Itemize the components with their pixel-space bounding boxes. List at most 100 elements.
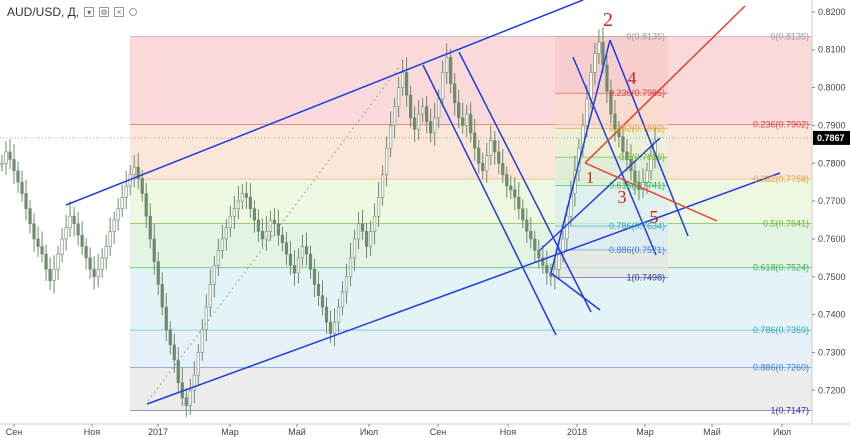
wave-rise-line: [550, 39, 611, 274]
candle-body: [248, 197, 252, 209]
falling-channel-left: [422, 64, 557, 336]
candle-body: [64, 227, 68, 240]
fib-left-zone: [130, 267, 812, 331]
chevron-down-icon[interactable]: ▾: [84, 7, 95, 17]
candle-body: [533, 238, 537, 251]
candle-body: [505, 174, 509, 187]
candle-body: [364, 231, 369, 247]
candle-body: [312, 268, 317, 285]
lower-channel-line: [146, 172, 781, 405]
fib-right-zone: [555, 36, 668, 94]
candle-body: [224, 227, 228, 240]
candle-body: [441, 72, 445, 100]
fib-left-level-label: 0.786(0.7359): [753, 325, 809, 335]
wave-label-1: 1: [586, 168, 595, 187]
candle-body: [88, 257, 92, 270]
candle-body: [360, 223, 365, 232]
candle-body: [28, 208, 32, 225]
candlestick-series: [0, 27, 657, 418]
candle-body: [212, 265, 216, 285]
candle-body: [352, 238, 357, 259]
fib-right-level-label: 0.236(0.7985): [609, 88, 665, 98]
time-tick-label: Мар: [221, 427, 239, 437]
candle-body: [4, 151, 8, 164]
candle-body: [216, 249, 220, 266]
candle-body: [344, 276, 349, 293]
candle-body: [152, 238, 156, 262]
candle-body: [72, 215, 76, 225]
dot-icon[interactable]: [129, 8, 138, 16]
candle-body: [300, 246, 305, 259]
candle-body: [388, 125, 393, 149]
gear-icon[interactable]: ⚙: [99, 7, 110, 17]
candle-body: [545, 265, 549, 274]
candle-body: [132, 166, 136, 175]
wave-label-4: 4: [628, 68, 637, 88]
candle-body: [589, 72, 593, 100]
candle-body: [8, 151, 12, 160]
time-tick-label: Мар: [636, 427, 654, 437]
time-tick-label: Июл: [360, 427, 378, 437]
candle-body: [529, 231, 533, 240]
candle-body: [20, 181, 24, 194]
candle-body: [220, 238, 224, 251]
candle-body: [348, 257, 353, 278]
falling-channel-right: [458, 51, 592, 313]
candle-body: [136, 166, 140, 179]
candle-body: [24, 193, 28, 209]
candle-body: [140, 178, 144, 194]
candle-body: [52, 268, 56, 281]
candle-body: [449, 57, 453, 85]
fib-left-zone: [130, 330, 812, 368]
chart-header: AUD/USD, Д, ▾ ⚙ ×: [4, 4, 141, 20]
candle-body: [124, 185, 128, 198]
candle-body: [425, 106, 429, 122]
price-tick-label: 0.7800: [818, 158, 846, 168]
candle-body: [401, 72, 405, 88]
trend-drawings[interactable]: [65, 0, 781, 405]
candle-body: [48, 268, 52, 281]
candle-body: [481, 162, 485, 172]
fib-right-zone: [555, 128, 668, 158]
fib-left-level-label: 0.886(0.7260): [753, 363, 809, 373]
wave-label-5: 5: [650, 207, 659, 227]
candle-body: [489, 140, 493, 156]
candle-body: [645, 170, 649, 183]
fib-right-zone: [555, 249, 668, 278]
candle-body: [593, 53, 597, 73]
candle-body: [68, 215, 72, 228]
current-price-badge: [813, 130, 850, 145]
candle-body: [641, 181, 645, 191]
fib-right-level-label: 0.5(0.7816): [619, 152, 665, 162]
candle-body: [368, 231, 373, 247]
candle-body: [272, 219, 277, 225]
time-tick-label: Ноя: [84, 427, 101, 437]
time-tick-label: Сен: [6, 427, 23, 437]
fib-right-level-label: 0.786(0.7634): [609, 221, 665, 231]
fib-left-level-label: 0(0.8135): [770, 31, 809, 41]
candle-body: [168, 329, 172, 346]
candle-body: [429, 121, 433, 134]
candle-body: [276, 223, 281, 236]
fibonacci-retracement-left[interactable]: [130, 36, 812, 411]
candle-body: [120, 197, 124, 209]
candle-body: [288, 253, 293, 266]
time-axis[interactable]: Сен Ноя 2017 Мар Май Июл Сен Ноя 2018 Мар Май Июл: [0, 423, 850, 438]
candle-body: [457, 102, 461, 119]
candle-body: [200, 329, 204, 353]
candle-body: [453, 83, 457, 104]
candle-body: [509, 185, 513, 191]
candle-body: [513, 189, 517, 198]
candle-body: [585, 98, 589, 126]
candle-body: [148, 215, 152, 240]
upper-channel-line: [65, 0, 584, 206]
candle-body: [336, 306, 341, 323]
symbol-title[interactable]: AUD/USD, Д,: [7, 5, 80, 19]
close-icon[interactable]: ×: [114, 7, 125, 17]
candle-body: [497, 151, 501, 164]
candle-body: [284, 242, 289, 255]
price-tick-label: 0.7200: [818, 385, 846, 395]
time-tick-label: Ноя: [500, 427, 517, 437]
